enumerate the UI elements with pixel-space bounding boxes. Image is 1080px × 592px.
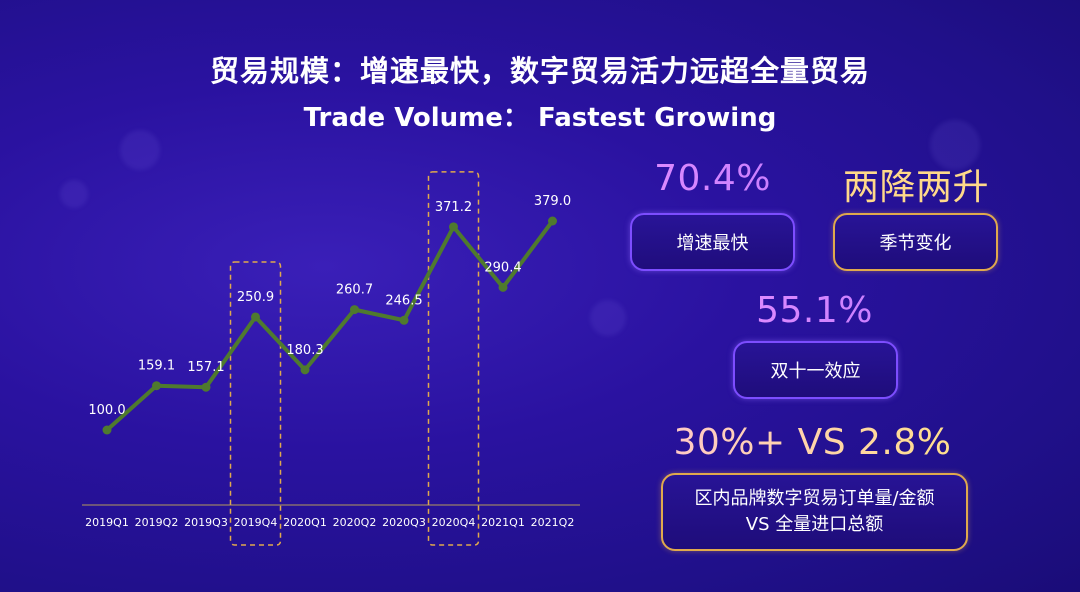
data-point <box>498 282 508 292</box>
x-tick-label: 2019Q1 <box>85 516 129 529</box>
x-tick-label: 2021Q1 <box>481 516 525 529</box>
x-tick-label: 2019Q2 <box>135 516 179 529</box>
data-label: 379.0 <box>534 194 571 209</box>
highlight-box <box>427 171 480 546</box>
page-subtitle: Trade Volume： Fastest Growing <box>303 103 777 133</box>
x-tick-label: 2019Q3 <box>184 516 228 529</box>
seasonal-stat-badge: 季节变化 <box>833 213 998 271</box>
data-label: 290.4 <box>484 260 521 275</box>
series-line <box>105 219 555 432</box>
data-point <box>251 312 260 322</box>
data-label: 159.1 <box>138 359 175 374</box>
seasonal-stat-label: 季节变化 <box>879 233 952 254</box>
background-glow <box>590 300 626 336</box>
data-label: 100.0 <box>88 403 125 418</box>
compare-stat-label-line1: 区内品牌数字贸易订单量/金额 <box>694 488 935 509</box>
data-point <box>350 305 359 315</box>
data-point <box>201 382 211 392</box>
data-point <box>102 425 112 435</box>
compare-stat-badge: 区内品牌数字贸易订单量/金额 VS 全量进口总额 <box>661 473 968 551</box>
x-tick-label: 2021Q2 <box>531 516 575 529</box>
background-glow <box>60 180 88 208</box>
data-point <box>449 222 458 232</box>
data-point <box>152 381 161 391</box>
x-tick-label: 2020Q2 <box>333 516 377 529</box>
seasonal-stat-value: 两降两升 <box>842 167 989 208</box>
data-label: 157.1 <box>187 360 224 375</box>
x-tick-label: 2020Q4 <box>432 516 476 529</box>
double11-stat-label: 双十一效应 <box>770 361 861 382</box>
data-label: 250.9 <box>237 290 274 305</box>
background-glow <box>120 130 160 170</box>
trade-volume-line-chart: 100.0 2019Q1 159.1 2019Q2 157.1 2019Q3 250.9 20… <box>82 171 580 546</box>
data-label: 260.7 <box>336 283 373 298</box>
data-point <box>399 315 409 325</box>
compare-stat-value: 30%+ VS 2.8% <box>660 422 965 463</box>
page-title: 贸易规模：增速最快，数字贸易活力远超全量贸易 <box>209 54 870 88</box>
growth-stat-value: 70.4% <box>630 158 795 199</box>
highlight-box <box>229 261 282 546</box>
data-label: 246.5 <box>385 293 422 308</box>
double11-stat-badge: 双十一效应 <box>733 341 898 399</box>
x-tick-label: 2019Q4 <box>234 516 278 529</box>
growth-stat-badge: 增速最快 <box>630 213 795 271</box>
data-point <box>300 365 310 375</box>
background-glow <box>930 120 980 170</box>
data-label: 371.2 <box>435 200 472 215</box>
data-point <box>548 216 557 226</box>
x-tick-label: 2020Q1 <box>283 516 327 529</box>
data-label: 180.3 <box>286 343 323 358</box>
double11-stat-value: 55.1% <box>732 290 897 331</box>
compare-stat-label-line2: VS 全量进口总额 <box>745 514 884 535</box>
growth-stat-label: 增速最快 <box>676 233 749 254</box>
x-tick-label: 2020Q3 <box>382 516 426 529</box>
